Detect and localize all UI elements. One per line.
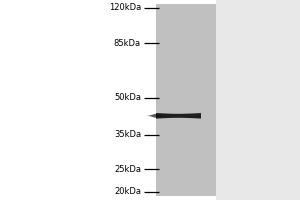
Text: 20kDa: 20kDa bbox=[114, 188, 141, 196]
Text: 25kDa: 25kDa bbox=[114, 165, 141, 174]
Bar bbox=[156, 4, 216, 196]
Polygon shape bbox=[156, 113, 201, 119]
Bar bbox=[216, 0, 300, 200]
Text: 120kDa: 120kDa bbox=[109, 3, 141, 12]
Polygon shape bbox=[144, 114, 162, 118]
Text: 35kDa: 35kDa bbox=[114, 130, 141, 139]
Text: 85kDa: 85kDa bbox=[114, 39, 141, 48]
Bar bbox=[0, 0, 156, 200]
Text: 50kDa: 50kDa bbox=[114, 93, 141, 102]
